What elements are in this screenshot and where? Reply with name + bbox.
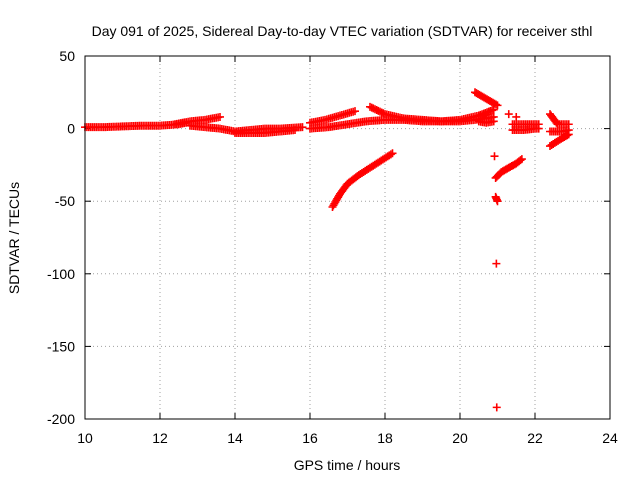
data-point — [504, 110, 513, 119]
data-point — [492, 403, 501, 412]
data-point — [291, 126, 299, 135]
y-tick-label: 50 — [59, 48, 75, 64]
y-tick-label: -150 — [47, 338, 75, 354]
data-point — [493, 197, 502, 206]
data-point — [388, 149, 397, 158]
data-point — [512, 112, 521, 121]
data-point — [386, 150, 395, 159]
y-axis-title: SDTVAR / TECUs — [6, 182, 22, 294]
y-tick-label: -50 — [55, 193, 75, 209]
plot-frame — [84, 55, 611, 420]
y-tick-label: 0 — [67, 121, 75, 137]
data-point — [534, 124, 543, 133]
data-point — [490, 152, 499, 161]
y-tick-label: -200 — [47, 411, 75, 427]
data-point — [216, 112, 224, 121]
x-tick-label: 20 — [452, 430, 468, 446]
x-tick-label: 22 — [527, 430, 543, 446]
data-point — [379, 109, 388, 118]
x-tick-label: 14 — [227, 430, 243, 446]
x-tick-label: 10 — [77, 430, 93, 446]
data-point — [351, 107, 359, 116]
x-tick-labels: 10 12 14 16 18 20 22 24 — [77, 430, 618, 446]
data-point — [492, 259, 501, 268]
data-point — [517, 155, 526, 164]
x-axis-title: GPS time / hours — [294, 457, 401, 473]
x-tick-label: 12 — [152, 430, 168, 446]
y-tick-labels: 50 0 -50 -100 -150 -200 — [47, 48, 75, 427]
chart-title: Day 091 of 2025, Sidereal Day-to-day VTE… — [92, 23, 593, 39]
data-point — [489, 117, 498, 126]
data-points — [81, 88, 573, 412]
data-point — [564, 126, 573, 135]
x-tick-label: 24 — [602, 430, 618, 446]
y-tick-label: -100 — [47, 266, 75, 282]
data-point — [493, 101, 502, 110]
x-tick-label: 16 — [302, 430, 318, 446]
data-point — [298, 123, 307, 132]
data-point — [492, 100, 500, 109]
x-tick-label: 18 — [377, 430, 393, 446]
data-point — [516, 156, 525, 165]
